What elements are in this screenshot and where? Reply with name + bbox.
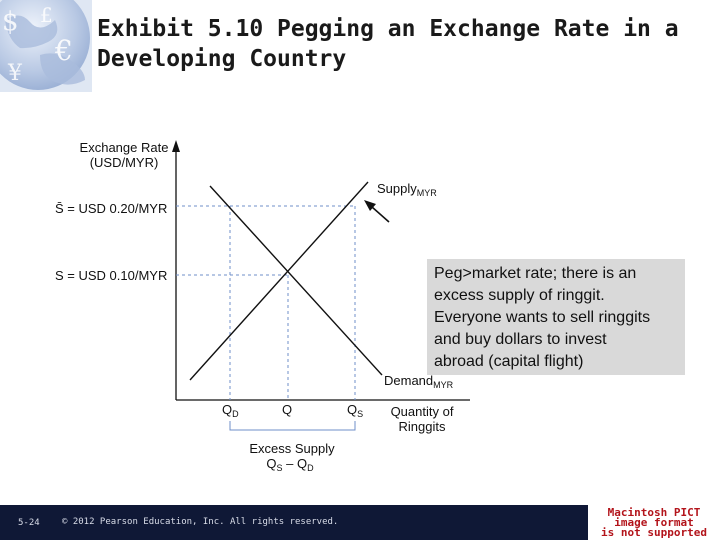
excess-formula-s-subscript: S [277, 463, 283, 473]
excess-supply-bracket [229, 421, 356, 431]
y-axis-label-line-1: Exchange Rate [80, 140, 169, 155]
x-tick-qs-subscript: S [357, 409, 363, 419]
pointer-arrow [371, 206, 390, 223]
x-tick-q: Q [282, 402, 292, 417]
pict-placeholder-line-1: Macintosh PICT [607, 506, 701, 519]
x-tick-qs: QS [347, 402, 363, 419]
slide-title-line-1: Exhibit 5.10 Pegging an Exchange Rate in… [97, 16, 679, 42]
supply-curve [189, 181, 369, 381]
slide-number: 5-24 [18, 518, 40, 528]
demand-label-text: Demand [384, 373, 433, 388]
peg-rate-label: S̄ = USD 0.20/MYR [55, 201, 167, 216]
pict-placeholder-line-3: is not supported [601, 526, 707, 539]
excess-formula-minus-q: – Q [283, 456, 308, 471]
supply-label: SupplyMYR [377, 181, 437, 198]
y-axis-arrow [172, 140, 180, 152]
svg-text:€: € [54, 34, 73, 67]
x-axis-label-line-1: Quantity of [391, 404, 454, 419]
peg-explanation-note: Peg>market rate; there is an excess supp… [427, 259, 685, 375]
supply-label-subscript: MYR [417, 188, 438, 198]
x-tick-qd: QD [222, 402, 239, 419]
demand-curve [209, 185, 383, 376]
excess-supply-label: Excess Supply [249, 441, 335, 456]
slide-title-line-2: Developing Country [97, 46, 347, 72]
excess-formula-q: Q [266, 456, 276, 471]
pict-placeholder: Macintosh PICT image format is not suppo… [588, 505, 720, 540]
x-tick-qs-text: Q [347, 402, 357, 417]
x-tick-qd-text: Q [222, 402, 232, 417]
excess-formula-d-subscript: D [307, 463, 314, 473]
note-line-2: excess supply of ringgit. [434, 287, 605, 304]
slide-title: Exhibit 5.10 Pegging an Exchange Rate in… [97, 14, 707, 74]
demand-label: DemandMYR [384, 373, 454, 390]
pointer-arrowhead [364, 200, 376, 211]
svg-text:£: £ [40, 3, 53, 27]
market-rate-label: S = USD 0.10/MYR [55, 268, 167, 283]
note-line-3: Everyone wants to sell ringgits [434, 309, 651, 326]
x-tick-qd-subscript: D [232, 409, 239, 419]
excess-supply-formula: QS – QD [266, 456, 314, 473]
svg-text:¥: ¥ [7, 61, 23, 86]
pict-placeholder-line-2: image format [614, 516, 694, 529]
demand-label-subscript: MYR [433, 380, 454, 390]
note-line-1: Peg>market rate; there is an [434, 265, 637, 282]
y-axis-label-line-2: (USD/MYR) [90, 155, 159, 170]
note-line-5: abroad (capital flight) [434, 353, 584, 370]
svg-text:$: $ [2, 7, 19, 37]
globe-logo-icon: $ £ € ¥ [0, 0, 92, 92]
note-line-4: and buy dollars to invest [434, 331, 607, 348]
x-axis-label-line-2: Ringgits [399, 419, 446, 434]
supply-label-text: Supply [377, 181, 417, 196]
copyright-notice: © 2012 Pearson Education, Inc. All right… [62, 517, 339, 527]
